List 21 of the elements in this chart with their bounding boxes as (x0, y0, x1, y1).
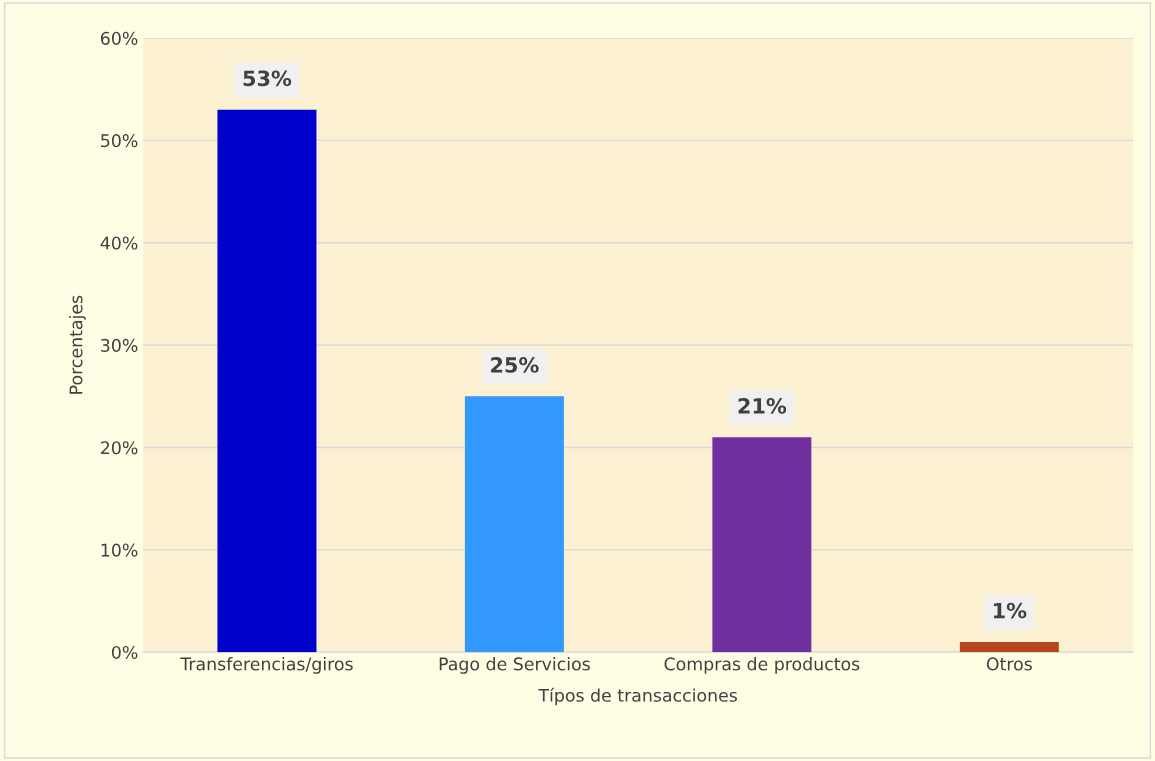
y-tick-label: 40% (100, 236, 138, 250)
y-axis-title: Porcentajes (69, 295, 86, 394)
x-axis-title: Típos de transacciones (538, 687, 737, 706)
y-tick-label: 10% (101, 543, 138, 557)
x-tick-label: Compras de productos (664, 657, 860, 674)
bar (712, 437, 812, 653)
x-tick-label: Transferencias/giros (180, 657, 353, 674)
y-tick-label: 60% (100, 31, 138, 45)
y-tick-label: 50% (101, 134, 138, 148)
data-label: 53% (243, 70, 292, 87)
data-label: 21% (738, 397, 787, 414)
bar (217, 109, 317, 653)
y-tick-label: 0% (111, 645, 138, 660)
y-tick-label: 20% (101, 441, 138, 455)
bar (464, 396, 564, 653)
bar (959, 641, 1059, 653)
data-label: 1% (993, 602, 1027, 619)
x-tick-label: Pago de Servicios (439, 657, 590, 674)
data-label: 25% (491, 357, 539, 373)
x-tick-label: Otros (986, 657, 1032, 671)
y-tick-label: 30% (101, 338, 138, 352)
